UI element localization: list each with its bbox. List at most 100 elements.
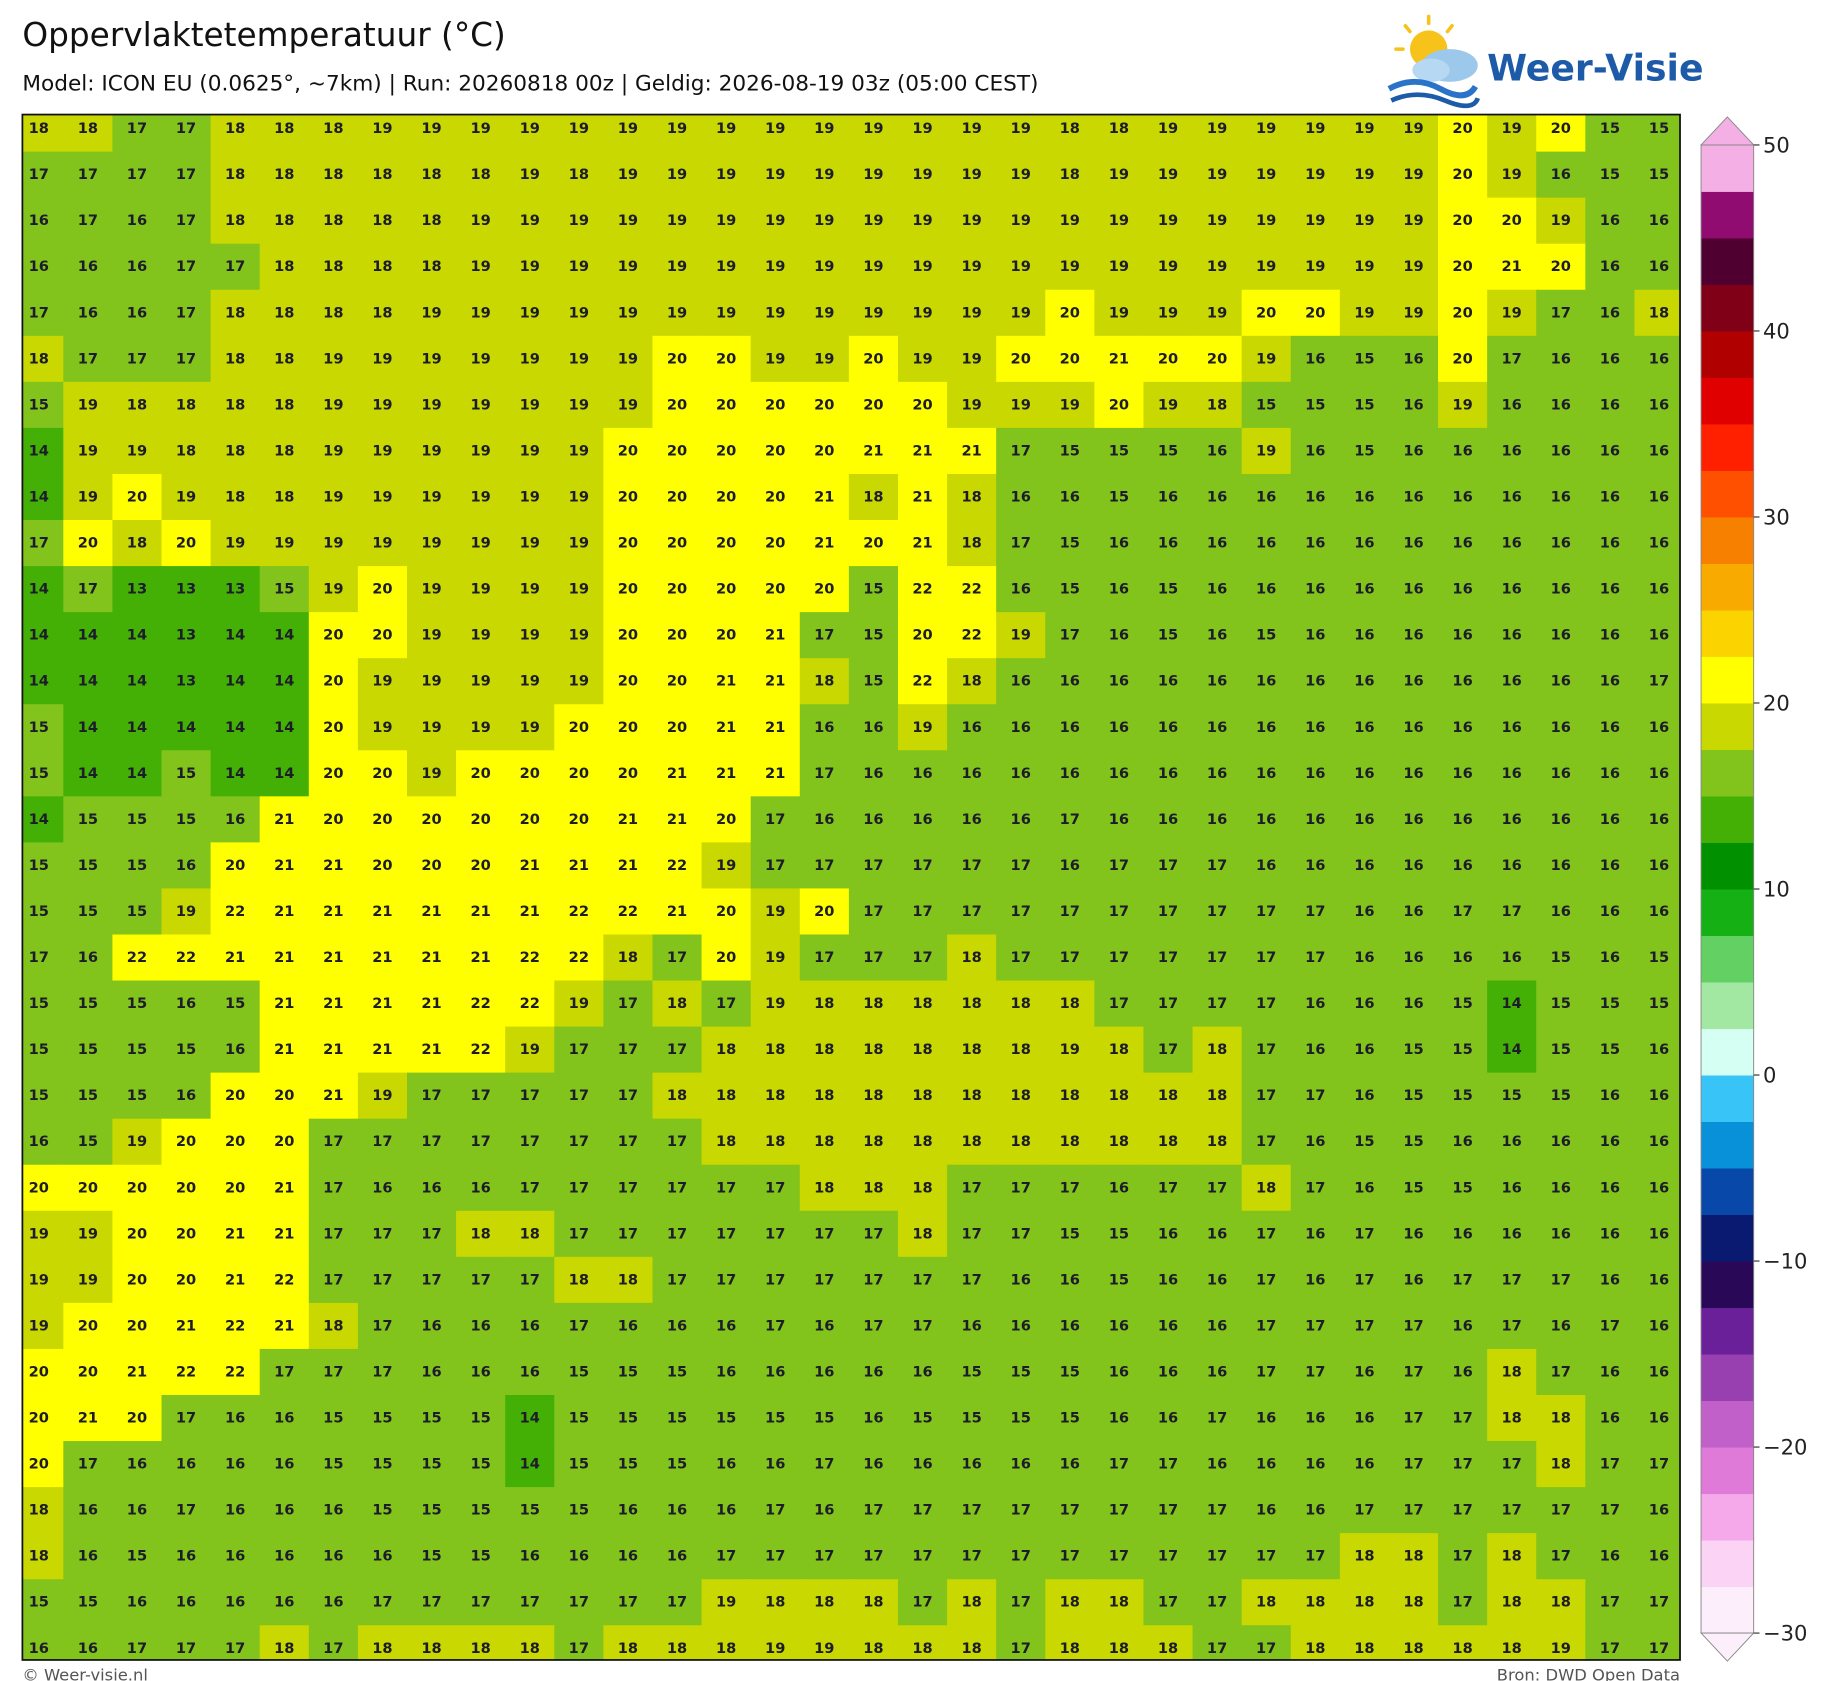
temperature-cell [259, 796, 310, 844]
temperature-cell [161, 335, 212, 383]
temperature-label: 18 [372, 304, 392, 321]
temperature-label: 17 [618, 1225, 638, 1242]
temperature-cell [701, 658, 752, 705]
temperature-label: 18 [1452, 1640, 1472, 1657]
temperature-cell [799, 612, 850, 659]
temperature-cell [406, 980, 457, 1028]
temperature-cell [1585, 750, 1636, 798]
temperature-label: 17 [1354, 1502, 1374, 1519]
temperature-cell [848, 243, 899, 291]
colorbar-band [1701, 470, 1754, 518]
temperature-label: 19 [520, 488, 540, 505]
temperature-label: 15 [421, 1548, 441, 1565]
temperature-cell [897, 520, 948, 567]
temperature-cell [1634, 980, 1681, 1028]
temperature-label: 15 [127, 995, 147, 1012]
temperature-cell [1585, 888, 1636, 936]
temperature-label: 19 [1158, 120, 1178, 137]
temperature-cell [456, 1026, 506, 1074]
temperature-cell [308, 566, 359, 613]
temperature-cell [554, 197, 605, 245]
temperature-cell [456, 114, 506, 153]
temperature-label: 16 [1649, 903, 1669, 920]
temperature-cell [848, 289, 899, 337]
temperature-label: 18 [274, 166, 294, 183]
temperature-cell [554, 612, 605, 659]
temperature-cell [701, 1026, 752, 1074]
temperature-label: 16 [127, 1456, 147, 1473]
temperature-cell [357, 566, 408, 613]
temperature-label: 15 [1403, 1179, 1423, 1196]
temperature-label: 17 [1011, 1179, 1031, 1196]
temperature-cell [456, 1118, 506, 1166]
temperature-cell [1536, 658, 1587, 705]
temperature-label: 16 [1551, 857, 1571, 874]
temperature-label: 17 [1256, 1087, 1276, 1104]
temperature-cell [505, 658, 555, 705]
temperature-label: 17 [1207, 857, 1227, 874]
temperature-label: 17 [78, 212, 98, 229]
temperature-cell [1094, 473, 1145, 521]
temperature-label: 19 [1256, 258, 1276, 275]
temperature-label: 18 [1403, 1594, 1423, 1611]
temperature-label: 18 [1354, 1594, 1374, 1611]
temperature-cell [210, 888, 261, 936]
temperature-cell [112, 566, 163, 613]
temperature-cell [1339, 888, 1390, 936]
temperature-label: 17 [863, 949, 883, 966]
temperature-label: 15 [1011, 1363, 1031, 1380]
temperature-label: 16 [1649, 350, 1669, 367]
temperature-cell [1241, 980, 1292, 1028]
temperature-label: 17 [863, 857, 883, 874]
temperature-cell [308, 980, 359, 1028]
temperature-cell [799, 243, 850, 291]
temperature-label: 19 [470, 350, 490, 367]
temperature-label: 19 [765, 1640, 785, 1657]
temperature-label: 17 [1256, 1317, 1276, 1334]
temperature-cell [406, 473, 457, 521]
temperature-label: 20 [1256, 304, 1276, 321]
temperature-cell [1192, 1026, 1243, 1074]
temperature-label: 18 [225, 304, 245, 321]
temperature-label: 19 [1011, 120, 1031, 137]
temperature-label: 15 [1060, 1363, 1080, 1380]
temperature-cell [259, 750, 310, 798]
temperature-cell [456, 381, 506, 429]
temperature-cell [1438, 243, 1488, 291]
temperature-cell [259, 658, 310, 705]
temperature-label: 16 [1109, 535, 1129, 552]
temperature-cell [1143, 427, 1194, 475]
temperature-label: 20 [1158, 350, 1178, 367]
temperature-cell [406, 520, 457, 567]
temperature-label: 17 [912, 857, 932, 874]
temperature-label: 21 [372, 903, 392, 920]
temperature-cell [554, 335, 605, 383]
temperature-cell [1339, 750, 1390, 798]
temperature-label: 18 [1649, 304, 1669, 321]
temperature-cell [947, 750, 997, 798]
temperature-label: 15 [912, 1410, 932, 1427]
temperature-label: 17 [1551, 1548, 1571, 1565]
temperature-label: 22 [912, 673, 932, 690]
temperature-label: 16 [1060, 1456, 1080, 1473]
temperature-label: 16 [1502, 719, 1522, 736]
temperature-cell [1290, 520, 1341, 567]
temperature-label: 17 [1403, 1363, 1423, 1380]
temperature-label: 15 [1158, 627, 1178, 644]
temperature-label: 16 [1452, 1133, 1472, 1150]
temperature-cell [554, 842, 605, 890]
temperature-label: 17 [1011, 1594, 1031, 1611]
temperature-cell [406, 796, 457, 844]
temperature-label: 16 [814, 719, 834, 736]
temperature-label: 21 [323, 1087, 343, 1104]
temperature-cell [456, 842, 506, 890]
temperature-label: 15 [618, 1456, 638, 1473]
temperature-label: 18 [765, 1087, 785, 1104]
temperature-label: 17 [372, 1317, 392, 1334]
temperature-label: 16 [1207, 488, 1227, 505]
temperature-cell [1339, 658, 1390, 705]
temperature-cell [897, 888, 948, 936]
temperature-label: 17 [1551, 304, 1571, 321]
temperature-cell [750, 151, 801, 199]
temperature-cell [63, 197, 114, 245]
